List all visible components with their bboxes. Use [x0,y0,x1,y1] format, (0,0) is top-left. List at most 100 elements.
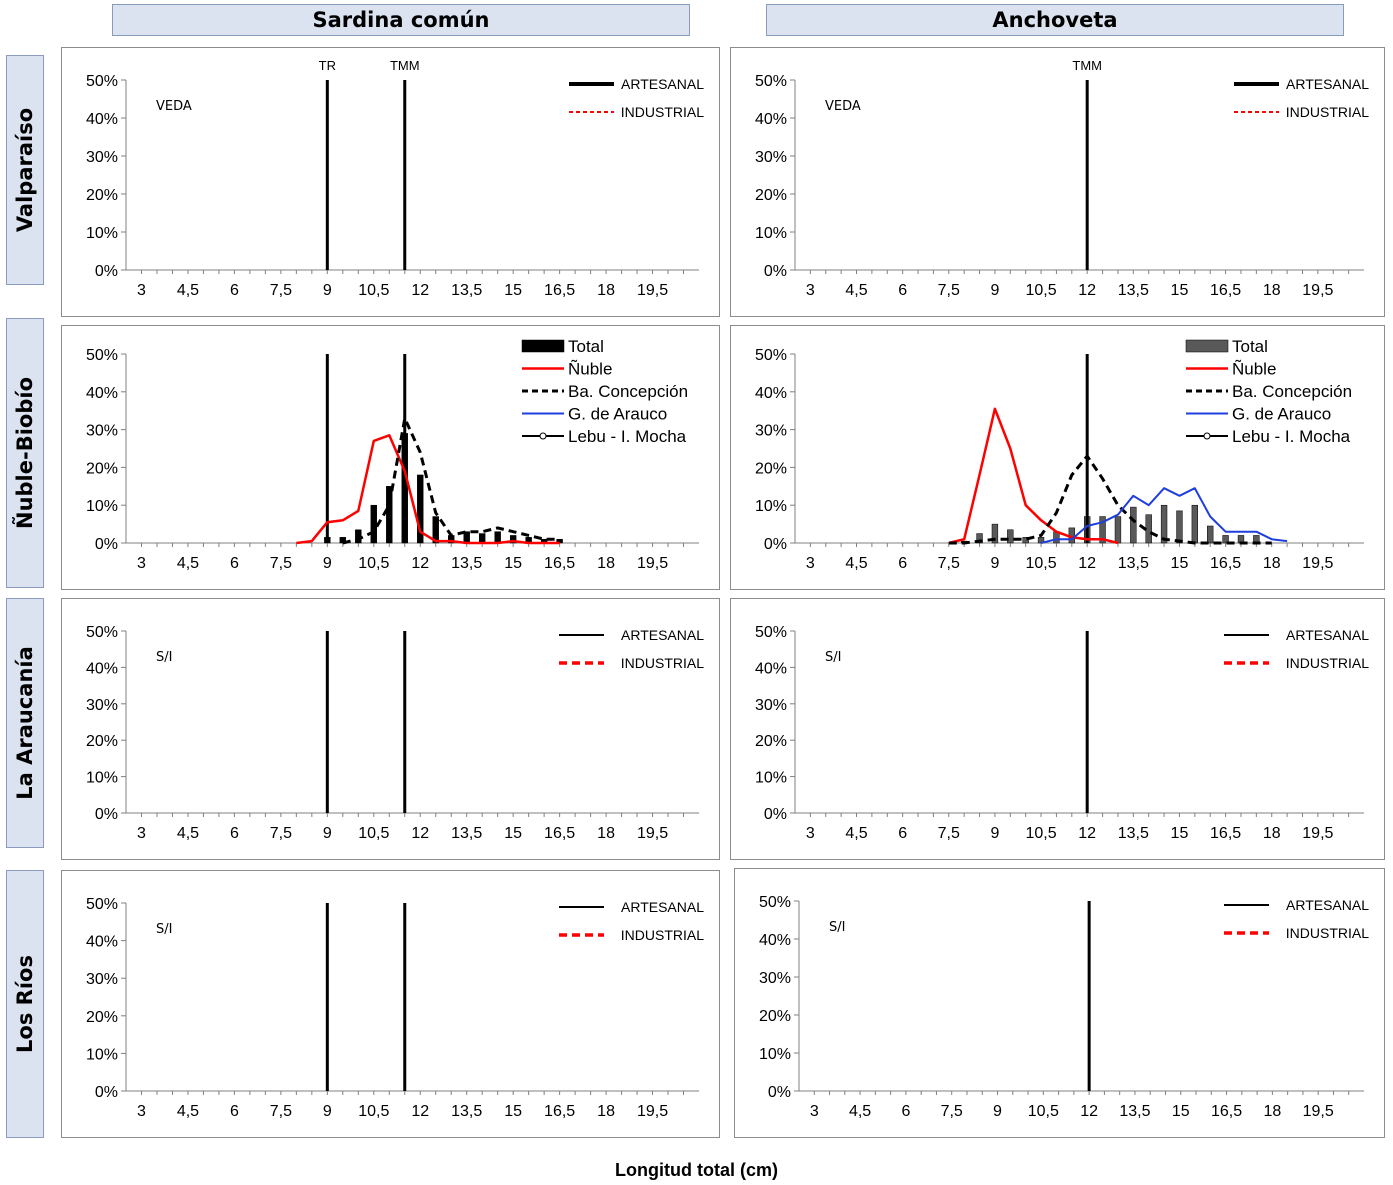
legend-swatch-total [521,339,565,353]
x-tick-label: 18 [1263,1103,1281,1120]
x-tick-label: 3 [806,825,815,842]
y-tick-label: 20% [755,733,787,750]
row-header-label: Valparaíso [13,107,37,233]
total-bar [1222,535,1229,544]
y-tick-label: 50% [86,624,118,641]
chart-svg: 3 4,5 6 7,5 9 10,5 12 13,5 15 16,5 18 19,5 0% 10% 20% 3… [759,894,1369,1120]
y-tick-label: 20% [86,460,118,477]
y-tick-label: 20% [86,187,118,204]
x-tick-label: 7,5 [270,555,292,572]
x-tick-label: 16,5 [1210,555,1241,572]
reference-line-label: TMM [390,58,420,73]
total-bar [991,523,999,544]
x-tick-label: 6 [898,555,907,572]
y-tick-label: 50% [86,73,118,90]
y-tick-label: 30% [86,697,118,714]
chart-panel-an-valparaiso: 3 4,5 6 7,5 9 10,5 12 13,5 15 16,5 18 19,5 0% 10% 20% 3… [730,47,1385,317]
x-tick-label: 10,5 [1025,282,1056,299]
y-tick-label: 20% [86,1009,118,1026]
x-tick-label: 4,5 [845,282,867,299]
legend-label-industrial: INDUSTRIAL [621,655,704,671]
total-bar [509,535,517,544]
x-tick-label: 19,5 [637,282,668,299]
legend-label-artesanal: ARTESANAL [621,627,704,643]
x-tick-label: 6 [230,825,239,842]
y-tick-label: 30% [755,697,787,714]
total-bar [417,474,424,544]
total-bar [1099,516,1106,544]
x-tick-label: 18 [597,555,615,572]
x-tick-label: 7,5 [270,825,292,842]
legend-label-artesanal: ARTESANAL [1286,627,1369,643]
x-tick-label: 15 [504,825,522,842]
x-tick-label: 15 [504,282,522,299]
x-tick-label: 6 [230,555,239,572]
legend-label-artesanal: ARTESANAL [1286,897,1369,913]
legend-label-artesanal: ARTESANAL [621,899,704,915]
x-tick-label: 4,5 [177,825,199,842]
series-line [342,416,560,545]
x-tick-label: 19,5 [1302,282,1333,299]
total-bar [1160,504,1168,544]
legend-label: Ba. Concepción [1232,382,1352,401]
x-tick-label: 15 [1171,825,1189,842]
x-tick-label: 13,5 [451,825,482,842]
y-tick-label: 50% [755,347,787,364]
total-bar [1130,506,1137,544]
reference-line-label: TMM [1072,58,1102,73]
y-tick-label: 30% [86,423,118,440]
chart-svg: 3 4,5 6 7,5 9 10,5 12 13,5 15 16,5 18 19,5 0% 10% 20% 3… [86,58,704,299]
legend-swatch-marker [539,432,547,440]
x-tick-label: 3 [806,282,815,299]
x-tick-label: 15 [504,1103,522,1120]
y-tick-label: 10% [86,770,118,787]
annotation-label: VEDA [825,99,861,114]
x-tick-label: 7,5 [270,282,292,299]
y-tick-label: 20% [755,460,787,477]
y-tick-label: 40% [755,385,787,402]
annotation-label: S/I [156,650,172,665]
y-tick-label: 40% [755,660,787,677]
x-tick-label: 12 [411,555,429,572]
chart-panel-an-rios: 3 4,5 6 7,5 9 10,5 12 13,5 15 16,5 18 19,5 0% 10% 20% 3… [734,868,1385,1138]
annotation-label: S/I [825,650,841,665]
y-tick-label: 0% [764,806,787,823]
x-tick-label: 3 [810,1103,819,1120]
x-tick-label: 18 [1263,555,1281,572]
total-bar [432,516,439,544]
y-tick-label: 40% [759,932,791,949]
y-tick-label: 20% [755,187,787,204]
reference-line-label: TR [319,58,336,73]
legend-label-industrial: INDUSTRIAL [1286,104,1369,120]
x-tick-label: 19,5 [1303,1103,1334,1120]
total-bar [1207,525,1214,544]
legend-label: Lebu - I. Mocha [1232,427,1351,446]
y-tick-label: 0% [95,263,118,280]
y-tick-label: 20% [86,733,118,750]
y-tick-label: 50% [86,347,118,364]
x-tick-label: 18 [1263,282,1281,299]
x-tick-label: 18 [1263,825,1281,842]
legend-label: Total [1232,337,1268,356]
x-tick-label: 3 [137,825,146,842]
legend-label: Ba. Concepción [568,382,688,401]
chart-svg: 3 4,5 6 7,5 9 10,5 12 13,5 15 16,5 18 19,5 0% 10% 20% 3… [755,58,1369,299]
total-bar [386,486,393,544]
legend-swatch-total [1185,339,1229,353]
total-bar [1022,537,1029,544]
y-tick-label: 30% [755,149,787,166]
x-tick-label: 6 [898,282,907,299]
x-tick-label: 3 [137,1103,146,1120]
y-tick-label: 0% [95,806,118,823]
annotation-label: VEDA [156,99,192,114]
total-bar [1007,529,1014,544]
x-tick-label: 9 [323,555,332,572]
x-tick-label: 4,5 [177,282,199,299]
series-line [296,434,560,545]
total-bar [478,533,486,544]
chart-svg: 3 4,5 6 7,5 9 10,5 12 13,5 15 16,5 18 19,5 0% 10% 20% 3… [86,337,699,572]
row-header-araucania: La Araucanía [6,598,44,848]
legend-label-artesanal: ARTESANAL [1286,76,1369,92]
x-tick-label: 13,5 [451,1103,482,1120]
total-bar [556,538,563,544]
